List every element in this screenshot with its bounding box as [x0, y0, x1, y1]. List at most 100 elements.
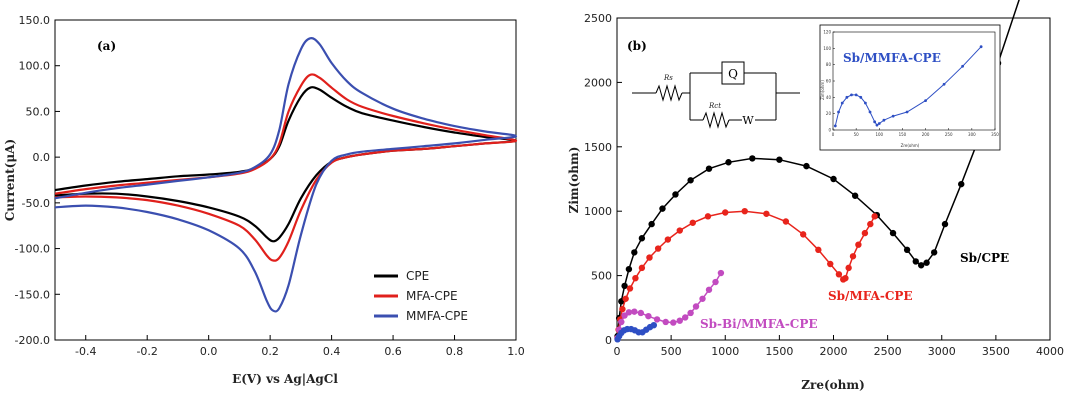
data-point-sb-mfa-cpe — [741, 208, 748, 215]
series-line-mmfa-cpe — [54, 37, 518, 313]
panel-a-xtick-label: 1.0 — [507, 345, 525, 358]
data-point-sb-bi-mmfa-cpe — [681, 314, 689, 321]
panel-b-xtick-label: 1500 — [765, 345, 793, 358]
panel-a-ytick-label: -100.0 — [15, 243, 50, 256]
data-point-sb-cpe — [638, 235, 646, 242]
panel-a-xtick-label: 0.4 — [323, 345, 341, 358]
data-point-sb-cpe — [648, 220, 655, 228]
panel-b-xtick-label: 2500 — [874, 345, 902, 358]
inset-xlabel: Zre(ohm) — [901, 143, 920, 148]
panel-a-ytick-label: 50.0 — [26, 105, 51, 118]
inset-xtick-label: 300 — [968, 132, 976, 137]
data-point-sb-mfa-cpe — [763, 210, 770, 217]
series-label-sb-bi-mmfa-cpe: Sb-Bi/MMFA-CPE — [700, 317, 818, 331]
data-point-sb-mfa-cpe — [632, 274, 639, 282]
data-point-sb-bi-mmfa-cpe — [699, 295, 706, 302]
data-point-sb-cpe — [687, 177, 694, 184]
inset-data-point — [877, 122, 881, 125]
data-point-sb-cpe — [625, 265, 633, 273]
panel-b-xtick-label: 3000 — [928, 345, 956, 358]
data-point-sb-bi-mmfa-cpe — [687, 309, 694, 317]
data-point-sb-mfa-cpe — [867, 220, 874, 228]
inset-data-point — [875, 123, 879, 127]
legend-label-mfa-cpe: MFA-CPE — [406, 289, 458, 303]
inset-xtick-label: 200 — [922, 132, 930, 137]
legend-label-mmfa-cpe: MMFA-CPE — [406, 309, 468, 323]
inset-frame — [819, 24, 1001, 151]
panel-b-xtick-label: 3500 — [982, 345, 1010, 358]
data-point-sb-bi-mmfa-cpe — [631, 308, 638, 315]
series-label-sb-cpe: Sb/CPE — [960, 251, 1009, 265]
panel-b-xtick-label: 1000 — [711, 345, 739, 358]
panel-b-xtick-label: 4000 — [1036, 345, 1064, 358]
panel-b-label: (b) — [627, 39, 647, 53]
data-point-sb-cpe — [749, 155, 756, 162]
panel-a-xtick-label: 0.8 — [446, 345, 464, 358]
inset-ytick-label: 100 — [823, 46, 831, 51]
panel-b-xtick-label: 500 — [661, 345, 682, 358]
data-point-sb-mfa-cpe — [622, 295, 629, 302]
equivalent-circuit — [632, 61, 800, 129]
inset-data-point — [868, 110, 872, 114]
data-point-sb-mfa-cpe — [849, 253, 857, 260]
panel-a-series — [54, 37, 518, 313]
data-point-sb-cpe — [930, 249, 938, 256]
data-point-sb-mfa-cpe — [638, 264, 646, 272]
panel-b-xlabel: Zre(ohm) — [801, 378, 865, 392]
data-point-sb-cpe — [958, 180, 965, 188]
data-point-sb-bi-mmfa-cpe — [618, 318, 625, 326]
panel-b-ytick-label: 2000 — [584, 76, 612, 89]
data-point-sb-cpe — [851, 192, 859, 199]
data-point-sb-mfa-cpe — [664, 236, 672, 243]
inset-data-point — [837, 110, 840, 114]
data-point-sb-cpe — [917, 262, 925, 269]
inset-plot: 0 50 100 150 200 250 300 350 0 20 40 60 80 100 120 Sb/… — [819, 24, 1001, 151]
panel-a-ytick-label: 150.0 — [19, 14, 51, 27]
panel-b-xtick-label: 2000 — [820, 345, 848, 358]
inset-data-point — [840, 101, 844, 105]
data-point-sb-mfa-cpe — [619, 305, 626, 313]
data-point-sb-cpe — [903, 246, 911, 254]
data-point-sb-cpe — [659, 205, 666, 212]
panel-a-ytick-label: -150.0 — [15, 288, 50, 301]
inset-xtick-label: 0 — [832, 132, 835, 137]
data-point-sb-mfa-cpe — [845, 264, 852, 272]
data-point-sb-cpe — [705, 165, 713, 172]
series-line-cpe — [54, 86, 518, 243]
panel-a-ytick-label: 0.0 — [33, 151, 51, 164]
inset-data-point — [979, 45, 983, 49]
data-point-sb-mfa-cpe — [722, 209, 729, 216]
data-point-sb-bi-mmfa-cpe — [670, 319, 677, 326]
data-point-sb-cpe — [941, 220, 949, 228]
inset-data-point — [942, 82, 946, 86]
panel-b-ytick-label: 0 — [605, 334, 612, 347]
inset-ytick-label: 80 — [826, 62, 832, 67]
inset-ytick-label: 0 — [828, 128, 831, 133]
data-point-sb-mfa-cpe — [704, 213, 712, 220]
panel-a-xlabel: E(V) vs Ag|AgCl — [232, 372, 338, 386]
data-point-sb-mfa-cpe — [842, 274, 849, 282]
circuit-label-q: Q — [728, 67, 738, 81]
panel-a-ylabel: Current(μA) — [3, 139, 17, 221]
inset-data-point — [864, 101, 867, 105]
data-point-sb-mfa-cpe — [815, 246, 822, 254]
panel-a-label: (a) — [97, 39, 116, 53]
panel-a-xtick-label: 0.0 — [200, 345, 218, 358]
inset-data-point — [859, 95, 863, 99]
data-point-sb-cpe — [889, 229, 897, 237]
data-point-sb-bi-mmfa-cpe — [662, 318, 669, 326]
circuit-resistor-rs — [655, 84, 683, 102]
panel-a-ytick-label: -200.0 — [15, 334, 50, 347]
data-point-sb-cpe — [621, 282, 628, 290]
inset-ytick-label: 120 — [823, 30, 831, 35]
data-point-sb-mfa-cpe — [646, 254, 653, 261]
data-point-sb-mfa-cpe — [626, 285, 634, 292]
data-point-sb-mmfa-cpe — [650, 321, 658, 329]
data-point-sb-mfa-cpe — [799, 231, 807, 238]
inset-data-point — [833, 124, 837, 128]
inset-ytick-label: 40 — [826, 95, 832, 100]
inset-xtick-label: 250 — [945, 132, 953, 137]
panel-a-ytick-label: 100.0 — [19, 60, 51, 73]
inset-data-point — [891, 114, 895, 118]
